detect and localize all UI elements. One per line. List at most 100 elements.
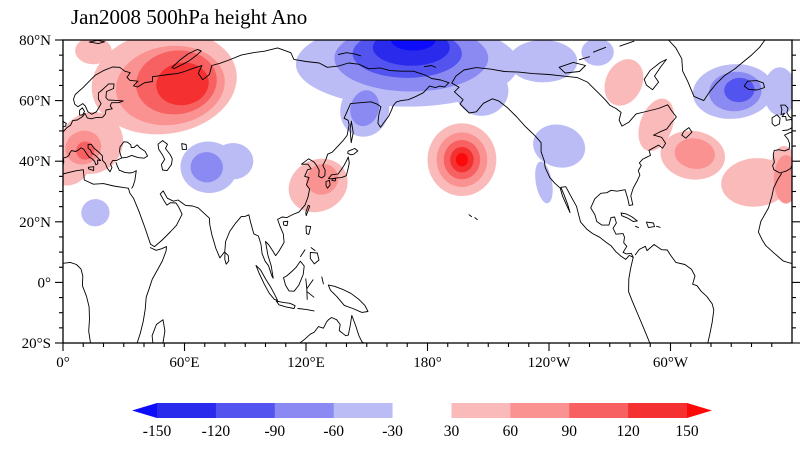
colorbar-segment (215, 403, 276, 418)
colorbar-segment (451, 403, 511, 418)
coastline-mediterranean-north (68, 143, 123, 173)
colorbar-label: 150 (675, 423, 699, 440)
coastline-japan-kyushu (325, 179, 331, 189)
coastline-wrangel-island (424, 65, 437, 68)
coastline-newfoundland (681, 127, 693, 139)
anomaly-blob (391, 40, 436, 51)
colorbar-label: 120 (616, 423, 640, 440)
coastline-sakhalin (349, 120, 354, 144)
colorbar-arrow-right (687, 403, 712, 418)
coastline-iceland (743, 80, 765, 91)
coastline-victoria-island (558, 61, 586, 74)
colorbar-segment (274, 403, 335, 418)
x-tick-label: 60°W (653, 355, 689, 371)
plot-title: Jan2008 500hPa height Ano (71, 5, 308, 29)
coastline-borneo (283, 260, 305, 292)
coastline-britain-east (63, 120, 67, 128)
coastline-sulawesi-2 (306, 279, 314, 290)
coastline-jamaica (635, 225, 639, 229)
anomaly-blob (773, 155, 792, 204)
coastline-caspian-sea (157, 140, 173, 172)
coastline-spain-ne (63, 153, 70, 166)
coastline-britain-west (780, 104, 792, 122)
coastline-sri-lanka (224, 251, 230, 265)
anomaly-blob (581, 40, 614, 66)
coastline-north-america (451, 82, 634, 260)
colorbar-label: 60 (503, 423, 519, 440)
coastline-central-america-gulf-east-coast (451, 67, 677, 258)
coastline-ireland (771, 114, 781, 127)
colorbar-label: -60 (323, 423, 344, 440)
colorbar-segment (510, 403, 570, 418)
coastline-palawan (300, 249, 306, 258)
anomaly-blob (674, 138, 715, 169)
anomaly-blob (638, 98, 675, 152)
anomaly-blob (76, 141, 95, 160)
coastline-novaya-zemlya (171, 48, 202, 69)
anomaly-blob (306, 164, 339, 195)
colorbar-label: -150 (143, 423, 172, 440)
coastline-new-guinea (327, 284, 369, 313)
colorbar-label: -90 (264, 423, 285, 440)
colorbar-segment (157, 403, 217, 418)
x-tick-label: 120°W (528, 355, 571, 371)
coastline-south-america-west (628, 256, 651, 343)
coastline-cuba (620, 212, 638, 222)
colorbar-label: 30 (444, 423, 460, 440)
anomaly-blob (156, 62, 209, 106)
coastline-black-sea (119, 141, 149, 159)
anomaly-blob (508, 40, 578, 83)
coastline-luzon (305, 225, 312, 235)
coastline-greenland (668, 40, 766, 102)
coastline-turkey-levant (115, 162, 137, 189)
coastline-arctic-islands-2 (619, 40, 635, 47)
anomaly-blob (81, 199, 110, 227)
anomaly-blob (604, 59, 644, 106)
coastline-japan-hokkaido (347, 148, 359, 156)
anomaly-blob (533, 124, 586, 168)
coastline-sulawesi-3 (306, 291, 315, 298)
coastline-mindanao (309, 251, 320, 265)
y-tick-label: 40°N (19, 154, 51, 170)
coastline-africa-east (136, 246, 167, 343)
coastline-sumatra (255, 264, 279, 301)
coastline-java (275, 300, 296, 309)
colorbar-arrow-left (132, 403, 157, 418)
coastline-scandinavia-baltic (63, 66, 124, 133)
coastline-visayas (310, 247, 316, 252)
y-tick-label: 20°S (22, 336, 51, 352)
x-tick-label: 0° (56, 355, 70, 371)
coastline-hispaniola (645, 221, 655, 229)
coastline-hawaii-2 (474, 217, 478, 221)
anomaly-blob (212, 143, 254, 180)
coastline-britain-south (782, 126, 792, 132)
y-tick-label: 80°N (19, 33, 51, 49)
coastline-taiwan (305, 204, 311, 217)
coastline-arctic-islands-1 (593, 46, 607, 53)
coastline-australia-north (299, 314, 365, 343)
coastline-new-siberian-islands (337, 52, 362, 57)
anomaly-blob (535, 161, 553, 204)
y-tick-label: 0° (38, 275, 52, 291)
colorbar-segment (569, 403, 629, 418)
x-tick-label: 60°E (169, 355, 199, 371)
coastline-africa-west-right (757, 173, 792, 264)
coastline-eurasia-north (119, 47, 450, 88)
anomaly-blob (190, 152, 223, 183)
map-content (63, 40, 792, 343)
anomaly-blob (350, 90, 380, 127)
colorbar-segment (392, 403, 452, 418)
coastline-africa-west-left (63, 261, 91, 343)
colorbar: -150 -120 -90 -60 -30 30 60 90 120 150 (132, 403, 712, 440)
anomaly-blob (724, 77, 755, 103)
coastline-svalbard (88, 40, 105, 45)
coastline-eurasia-south (63, 82, 450, 279)
x-tick-label: 180° (413, 355, 442, 371)
coastline-japan-honshu (328, 156, 350, 180)
coastline-hainan (282, 220, 289, 227)
colorbar-label: 90 (561, 423, 577, 440)
coastline-arctic-islands-3 (578, 56, 590, 61)
coastline-hawaii-1 (468, 214, 473, 218)
